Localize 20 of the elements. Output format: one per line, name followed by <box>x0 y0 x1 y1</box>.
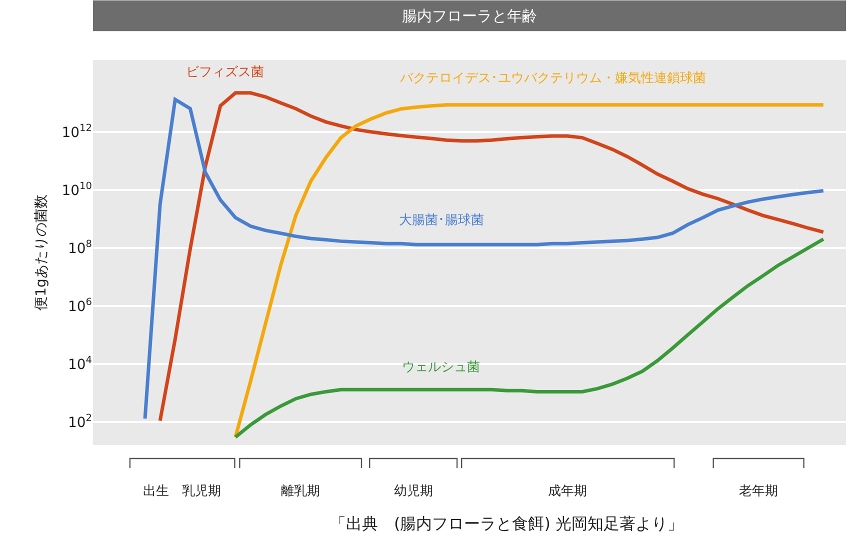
text: 幼児期 <box>394 484 433 499</box>
y-tick-label: 10$^{8}$ <box>68 238 92 257</box>
text: 出生 乳児期 <box>143 484 221 499</box>
y-tick-label: 10$^{10}$ <box>62 180 92 199</box>
y-tick-label: 10$^{6}$ <box>68 296 92 315</box>
series-label: ビフィズス菌 <box>186 65 264 80</box>
y-tick-label: 10$^{2}$ <box>68 412 92 431</box>
series-label: ウェルシュ菌 <box>402 360 480 375</box>
series-label: 大腸菌･腸球菌 <box>399 213 484 228</box>
chart-title: 腸内フローラと年齢 <box>402 7 537 25</box>
text: 老年期 <box>739 484 778 499</box>
y-tick-label: 10$^{4}$ <box>68 354 92 373</box>
text: 離乳期 <box>281 484 320 499</box>
series-label: バクテロイデス･ユウバクテリウム・嫌気性連鎖球菌 <box>399 71 706 86</box>
line-series <box>234 103 826 439</box>
y-tick-label: 10$^{12}$ <box>62 122 92 141</box>
line-series <box>234 237 826 439</box>
y-axis-title: 便1gあたりの菌数 <box>33 194 50 310</box>
text: 「出典 (腸内フローラと食餌) 光岡知足著より」 <box>330 514 684 533</box>
text: 成年期 <box>548 484 587 499</box>
